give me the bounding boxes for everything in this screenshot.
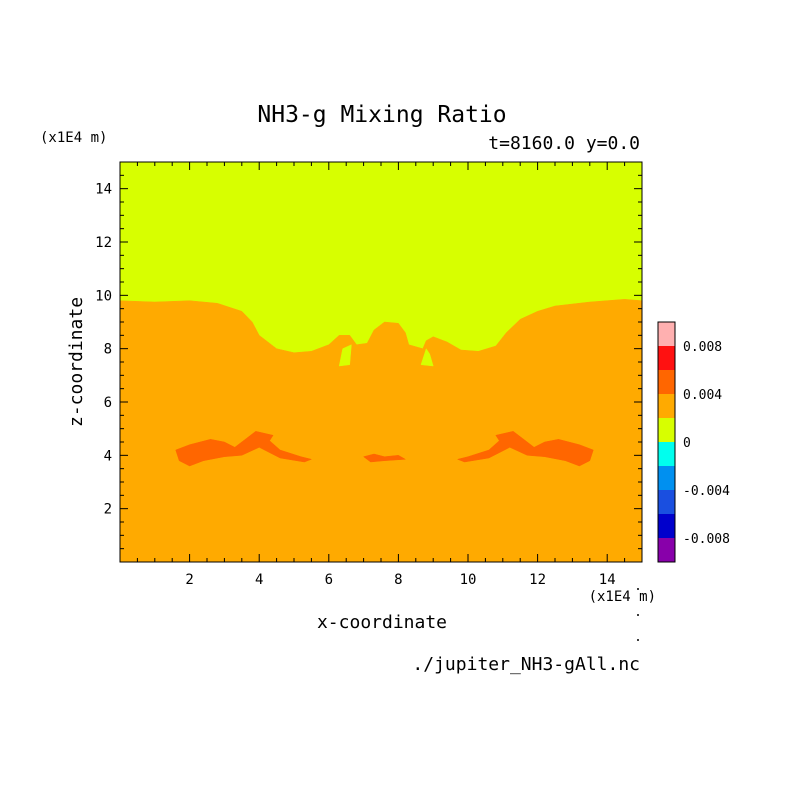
colorbar-label: 0.008: [683, 340, 722, 355]
colorbar-label: -0.004: [683, 484, 730, 499]
marker-dot: [637, 588, 639, 590]
source-file-label: ./jupiter_NH3-gAll.nc: [412, 654, 640, 675]
plot-area: [119, 161, 643, 563]
region-lower: [119, 299, 643, 563]
x-axis-label: x-coordinate: [317, 612, 447, 633]
y-tick-label: 2: [104, 502, 112, 518]
y-tick-label: 4: [104, 448, 112, 464]
x-tick-label: 8: [394, 572, 402, 588]
y-tick-label: 8: [104, 342, 112, 358]
colorbar-swatch: [658, 322, 675, 346]
y-tick-label: 6: [104, 395, 112, 411]
colorbar-swatch: [658, 370, 675, 394]
x-tick-label: 14: [599, 572, 616, 588]
colorbar-label: 0: [683, 436, 691, 451]
chart-title: NH3-g Mixing Ratio: [257, 102, 506, 128]
x-tick-label: 2: [185, 572, 193, 588]
colorbar-swatch: [658, 346, 675, 370]
y-tick-label: 14: [95, 182, 112, 198]
region-blob-right: [456, 431, 594, 467]
y-axis-label: z-coordinate: [66, 297, 87, 427]
colorbar: 0.008 0.004 0 -0.004 -0.008: [657, 321, 730, 563]
colorbar-swatch: [658, 466, 675, 490]
x-tick-label: 6: [325, 572, 333, 588]
x-tick-label: 12: [529, 572, 546, 588]
chart-subtitle: t=8160.0 y=0.0: [488, 133, 640, 154]
marker-dot: [637, 639, 639, 641]
region-blob-center: [363, 453, 407, 463]
colorbar-swatch: [658, 418, 675, 442]
x-unit-label-top: (x1E4 m): [40, 130, 107, 146]
region-pocket-left: [338, 344, 352, 367]
x-tick-label: 10: [460, 572, 477, 588]
colorbar-label: -0.008: [683, 532, 730, 547]
y-tick-label: 10: [95, 288, 112, 304]
colorbar-swatch: [658, 442, 675, 466]
x-unit-label-bottom: (x1E4 m): [589, 589, 656, 605]
x-tick-label: 4: [255, 572, 263, 588]
colorbar-swatch: [658, 538, 675, 562]
axes: 2 4 6 8 10 12 14 2 4 6 8 10 12 14: [95, 161, 643, 588]
colorbar-frame: [657, 321, 676, 563]
marker-dot: [637, 614, 639, 616]
colorbar-swatch: [658, 490, 675, 514]
colorbar-swatch: [658, 394, 675, 418]
colorbar-swatch: [658, 514, 675, 538]
colorbar-label: 0.004: [683, 388, 722, 403]
region-pocket-right: [420, 348, 434, 367]
region-blob-left: [175, 431, 313, 467]
y-tick-label: 12: [95, 235, 112, 251]
